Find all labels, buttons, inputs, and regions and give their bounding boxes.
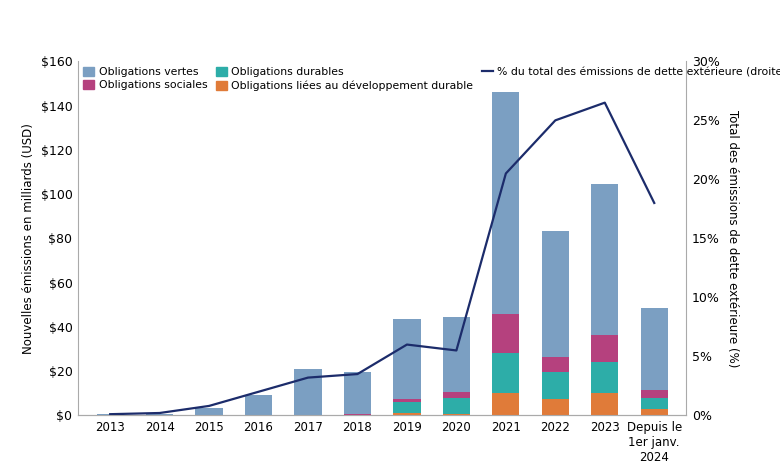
Bar [640,409,668,415]
Bar [542,231,569,357]
Bar [443,397,470,414]
Bar [393,413,420,415]
Bar [640,397,668,409]
Bar [542,372,569,399]
Bar [640,308,668,390]
Bar [294,369,321,415]
Bar [443,414,470,415]
Bar [393,402,420,413]
Bar [344,414,371,415]
Bar [97,414,124,415]
Bar [591,393,619,415]
Bar [492,354,519,393]
Bar [591,362,619,393]
Bar [245,396,272,415]
Bar [196,408,222,415]
Y-axis label: Total des émissions de dette extérieure (%): Total des émissions de dette extérieure … [726,110,739,367]
Bar [393,399,420,402]
Bar [492,93,519,313]
Bar [542,399,569,415]
Bar [591,335,619,362]
Bar [542,357,569,372]
Bar [443,392,470,397]
Bar [492,313,519,354]
Y-axis label: Nouvelles émissions en milliards (USD): Nouvelles émissions en milliards (USD) [22,123,35,354]
Bar [443,317,470,392]
Legend: Obligations vertes, Obligations sociales, Obligations durables, Obligations liée: Obligations vertes, Obligations sociales… [83,67,780,91]
Bar [146,414,173,415]
Bar [393,319,420,399]
Bar [492,393,519,415]
Bar [344,372,371,414]
Bar [591,184,619,335]
Bar [640,390,668,397]
